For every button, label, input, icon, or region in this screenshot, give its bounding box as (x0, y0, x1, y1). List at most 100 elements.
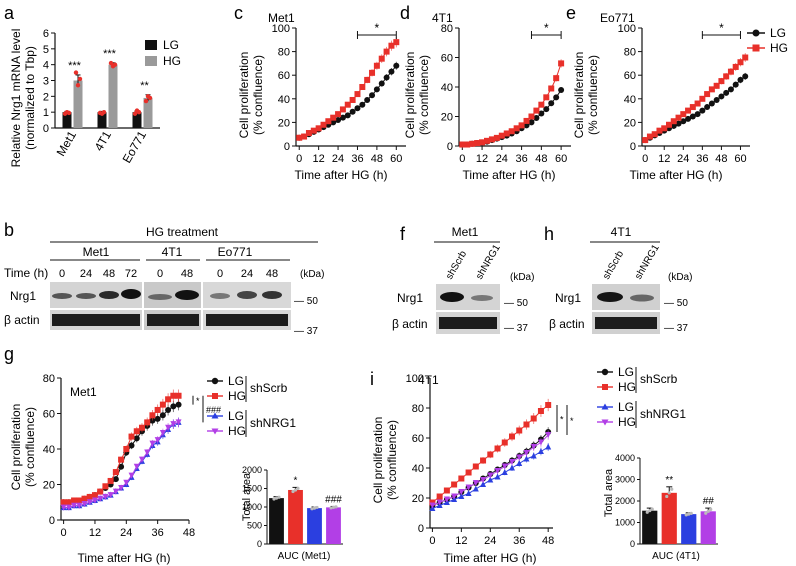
panel-e-x-tick-label: 60 (734, 153, 746, 165)
panel-i-point-lg-shnrg1 (509, 464, 515, 471)
panel-e-point-lg (680, 118, 687, 125)
panel-e-xlabel: Time after HG (h) (630, 168, 723, 182)
panel-e-point-lg (694, 111, 701, 118)
panel-g-point-hg-shnrg1 (86, 499, 93, 506)
panel-e-point-lg (713, 96, 720, 103)
panel-g-auc-bar (307, 508, 322, 544)
panel-c-point-lg (383, 74, 390, 81)
legend-e-hg-label: HG (770, 41, 788, 55)
panel-i-auc-y-tick-label: 3000 (615, 475, 635, 485)
panel-i-point-hg-shscrb (494, 445, 501, 452)
panel-i-y-tick-label: 0 (418, 523, 424, 535)
panel-e-point-hg (661, 125, 668, 132)
panel-a-point (75, 83, 81, 88)
panel-g-point-hg-shscrb (112, 469, 119, 476)
panel-c-point-hg (330, 114, 337, 121)
legend-g-lg-nrg-label: LG (228, 409, 244, 423)
panel-g-auc-plot: 0 500 1000 1500 2000 * ### (242, 465, 343, 549)
panel-g-point-hg-shnrg1 (71, 502, 78, 509)
legend-g-hg-scrb-label: HG (228, 389, 246, 403)
panel-c-point-lg (393, 62, 400, 69)
panel-g-auc-point (277, 495, 281, 499)
panel-c-x-tick-label: 36 (351, 153, 363, 165)
panel-a-bar-hg (108, 64, 118, 128)
panel-e-y-tick-label: 20 (624, 117, 636, 129)
blot-b-row-nrg1: Nrg1 (10, 289, 36, 303)
panel-i-auc-y-tick-label: 4000 (615, 453, 635, 463)
panel-e-y-tick-label: 100 (618, 23, 636, 35)
legend-i-hg-nrg-marker (601, 419, 609, 426)
panel-c-x-tick-label: 60 (390, 153, 402, 165)
panel-i-point-hg-shnrg1 (458, 489, 465, 495)
blot-h-row-actin: β actin (549, 317, 585, 331)
panel-g-sig-2: ### (206, 405, 221, 415)
panel-c-y-tick-label: 40 (278, 94, 290, 106)
panel-d-y-tick-label: 20 (441, 112, 453, 124)
panel-i-point-hg-shscrb (480, 457, 487, 464)
band (630, 294, 654, 302)
panel-i-point-lg-shnrg1 (494, 473, 501, 480)
panel-g-point-hg-shscrb (86, 493, 93, 500)
panel-a-category-label: Met1 (54, 128, 80, 158)
panel-c-plot: 0 20 40 60 80 100 0 12 24 36 48 60 * (272, 21, 406, 165)
panel-g-point-hg-shnrg1 (102, 493, 109, 500)
panel-d-y-tick-label: 40 (441, 82, 453, 94)
blot-b-eo-t48: 48 (266, 268, 278, 280)
panel-e-x-tick-label: 24 (677, 153, 689, 165)
legend-g-lg-nrg-marker (211, 412, 219, 419)
panel-e-point-lg (742, 73, 749, 80)
panel-c-point-lg (335, 117, 342, 124)
panel-g-auc-point (329, 506, 333, 510)
legend-i-hg-scrb-marker (602, 384, 608, 390)
panel-a-sig: ** (140, 80, 149, 92)
panel-d-point-hg (493, 134, 500, 141)
panel-c-point-hg (369, 69, 376, 76)
panel-i-y-tick-label: 100 (406, 373, 424, 385)
blot-b-time-label: Time (h) (4, 266, 48, 280)
panel-e-point-hg (699, 95, 706, 102)
panel-d-point-lg (553, 94, 560, 101)
panel-c-point-hg (296, 134, 303, 141)
panel-g-point-hg-shscrb (76, 497, 83, 504)
panel-d-sig: * (544, 21, 549, 35)
panel-e-y-tick-label: 60 (624, 70, 636, 82)
panel-e-point-hg (737, 59, 744, 66)
panel-e-y-tick-label: 40 (624, 94, 636, 106)
panel-i-auc-y-tick-label: 1000 (615, 518, 635, 528)
band (440, 292, 464, 302)
panel-a-y-tick-label: 1 (43, 107, 49, 119)
panel-i-auc-sig: ** (665, 475, 673, 486)
panel-c-x-tick-label: 24 (332, 153, 344, 165)
panel-e-point-lg (704, 104, 711, 111)
panel-g-auc-point (334, 505, 338, 509)
panel-i-auc-plot: 0 1000 2000 3000 4000 ** ## (615, 453, 718, 549)
legend-i-hg-nrg-label: HG (618, 415, 636, 429)
panel-d-point-lg (548, 100, 555, 107)
panel-g-point-hg-shnrg1 (149, 440, 156, 447)
panel-i-point-hg-shnrg1 (523, 450, 530, 456)
panel-c-point-hg (305, 130, 312, 137)
band (121, 289, 141, 299)
blot-f-marker-50: — 50 (504, 298, 528, 309)
band (471, 295, 493, 301)
panel-g-point-lg-shscrb (175, 401, 182, 408)
panel-i-point-hg-shscrb (545, 402, 552, 408)
panel-g-point-hg-shnrg1 (165, 424, 172, 431)
panel-e-x-tick-label: 36 (696, 153, 708, 165)
panel-c-point-lg (359, 101, 366, 108)
panel-g-auc-xlabel: AUC (Met1) (278, 551, 331, 562)
panel-g-ylabel-1: Cell proliferation (9, 404, 23, 491)
legend-g-hg-scrb-marker (212, 393, 218, 399)
panel-g-point-lg-shscrb (112, 476, 119, 483)
panel-g-y-tick-label: 60 (43, 409, 55, 421)
panel-g-auc-point (291, 489, 295, 494)
panel-c-point-lg (369, 92, 376, 99)
panel-d-x-tick-label: 24 (496, 153, 508, 165)
panel-d-point-hg (533, 107, 540, 114)
panel-g-auc-sig: * (294, 475, 298, 486)
panel-c-point-hg (388, 42, 395, 49)
panel-i-x-tick-label: 36 (513, 535, 525, 547)
blot-f-lane-shnrg1: shNRG1 (474, 242, 503, 281)
panel-g-point-lg-shscrb (170, 403, 177, 410)
panel-g-auc-y-tick-label: 1500 (242, 484, 262, 494)
